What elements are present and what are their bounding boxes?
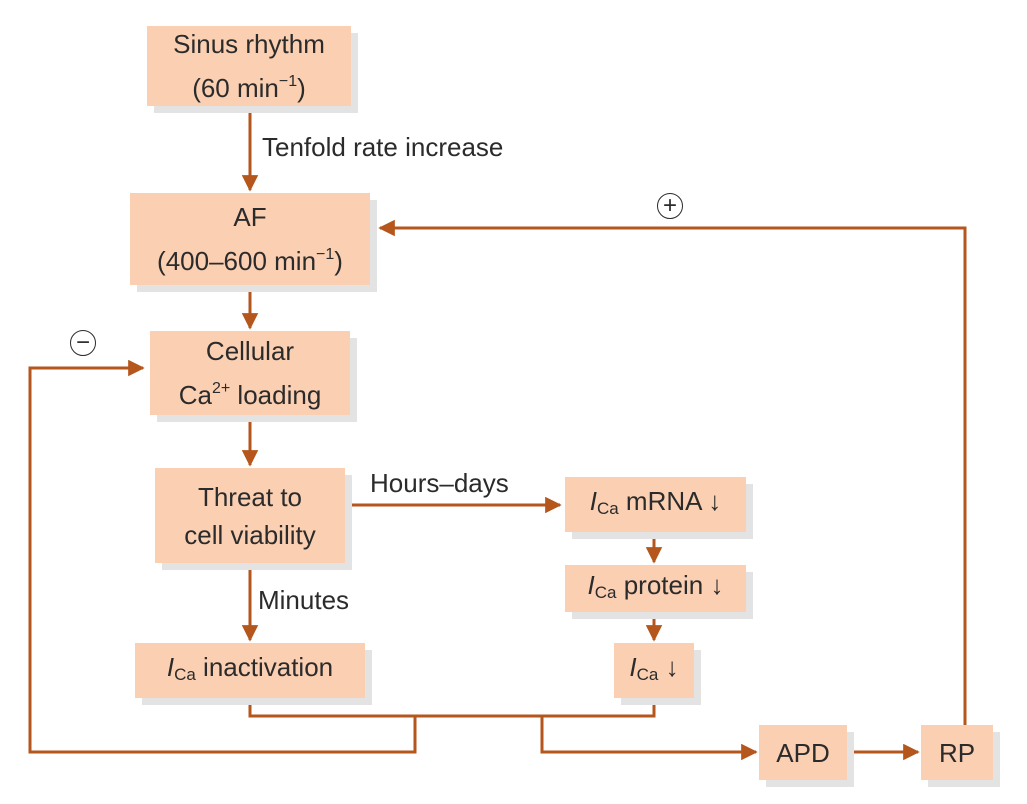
node-rp: RP bbox=[921, 725, 993, 780]
arrow-positive-feedback bbox=[378, 219, 967, 725]
node-apd: APD bbox=[759, 725, 847, 780]
label-hours-days: Hours–days bbox=[370, 468, 509, 498]
ca-line1: Cellular bbox=[205, 336, 295, 366]
node-ica-inactivation: ICa inactivation bbox=[135, 643, 365, 698]
line-merge-bus bbox=[248, 698, 656, 718]
node-ica-protein: ICa protein ↓ bbox=[565, 565, 746, 612]
threat-line2: cell viability bbox=[184, 519, 316, 550]
node-cellular-ca-loading: Cellular Ca2+ loading bbox=[150, 331, 350, 415]
arrow-negative-feedback bbox=[28, 359, 417, 754]
node-threat-cell-viability: Threat to cell viability bbox=[155, 468, 345, 563]
node-sinus-rhythm: Sinus rhythm (60 min−1) bbox=[147, 26, 351, 106]
node-ica-down: ICa ↓ bbox=[614, 643, 694, 698]
af-line1: AF bbox=[233, 202, 267, 232]
arrow-bus-to-apd bbox=[540, 716, 758, 761]
node-ica-mrna: ICa mRNA ↓ bbox=[565, 477, 746, 532]
label-tenfold-rate-increase: Tenfold rate increase bbox=[262, 132, 504, 162]
negative-feedback-icon: − bbox=[70, 330, 96, 356]
label-minutes: Minutes bbox=[258, 585, 350, 615]
node-af: AF (400–600 min−1) bbox=[130, 193, 370, 285]
positive-feedback-icon: + bbox=[657, 193, 683, 219]
sinus-line1: Sinus rhythm bbox=[173, 29, 325, 59]
threat-line1: Threat to bbox=[197, 481, 303, 512]
